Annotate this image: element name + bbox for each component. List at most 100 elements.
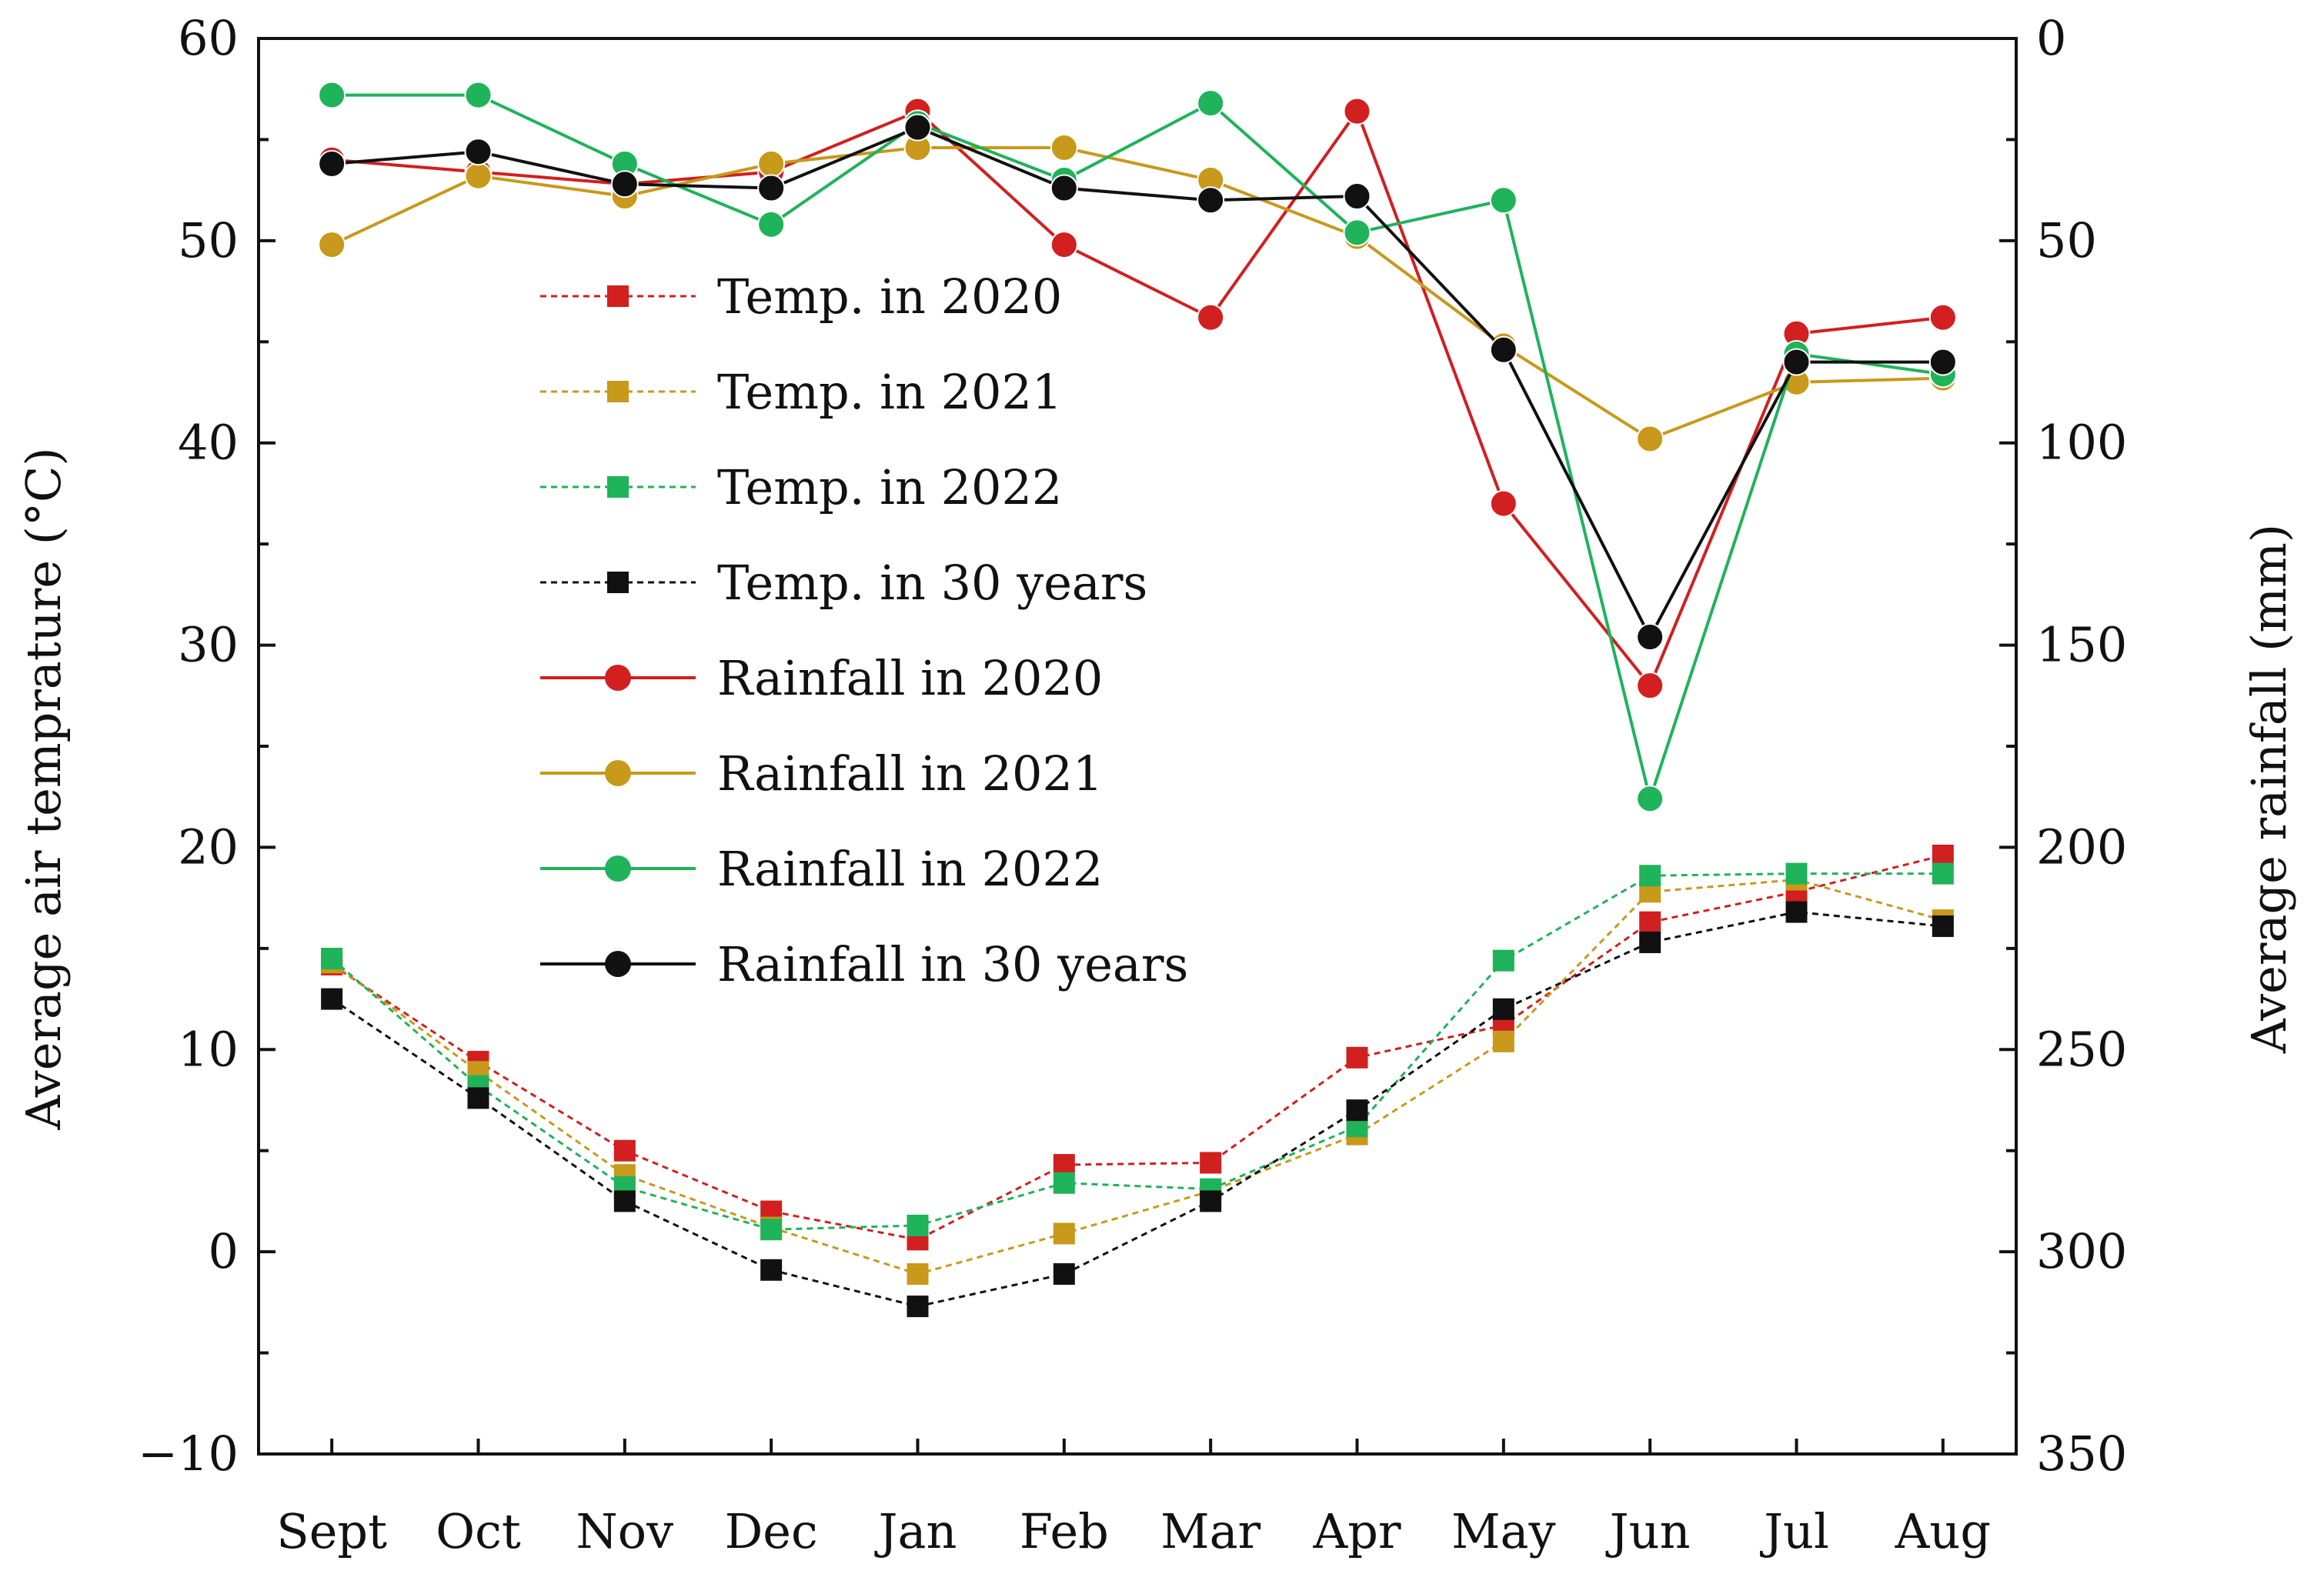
series-temp-in-30-years [321, 901, 1954, 1318]
legend-label: Temp. in 30 years [717, 555, 1147, 611]
data-point [1343, 182, 1371, 211]
data-point [1197, 186, 1225, 215]
data-point [464, 138, 493, 166]
plot-border [257, 37, 2018, 1456]
left-tick-label: 20 [178, 819, 239, 875]
data-point [1782, 348, 1811, 376]
legend-item: Temp. in 2021 [540, 364, 1062, 420]
data-point [1343, 218, 1371, 247]
legend-item: Temp. in 2020 [540, 268, 1062, 325]
data-point [318, 231, 346, 259]
data-point [467, 1087, 489, 1109]
data-point [757, 174, 786, 202]
right-tick-label: 150 [2036, 617, 2127, 673]
series-line [332, 93, 1944, 801]
legend-label: Temp. in 2022 [717, 459, 1062, 515]
legend-label: Temp. in 2021 [717, 364, 1062, 420]
left-tick-label: 60 [178, 10, 239, 66]
data-point [907, 1214, 929, 1236]
series-temp-in-2020 [321, 844, 1954, 1251]
data-point [1053, 1222, 1075, 1245]
x-tick-label: Jan [874, 1503, 957, 1559]
x-axis: Sept Oct Nov Dec Jan Feb Mar Apr May Jun Jul Aug [276, 1439, 1991, 1559]
data-point [1053, 1263, 1075, 1286]
series-line [331, 911, 1943, 1308]
data-point [1489, 335, 1518, 364]
data-point [1932, 844, 1954, 866]
x-tick-label: Aug [1895, 1503, 1991, 1559]
data-point [1197, 89, 1225, 118]
legend-item: Temp. in 30 years [540, 555, 1147, 611]
legend-label: Temp. in 2020 [717, 268, 1062, 325]
legend-label: Rainfall in 2021 [717, 745, 1103, 802]
legend-item: Rainfall in 2022 [540, 841, 1103, 897]
data-point [464, 81, 493, 109]
right-tick-label: 300 [2036, 1223, 2127, 1279]
x-tick-label: Jun [1605, 1503, 1691, 1559]
series-line [331, 145, 1943, 441]
right-tick-label: 350 [2036, 1426, 2127, 1482]
data-point [1346, 1046, 1368, 1069]
legend-item: Rainfall in 2021 [540, 745, 1103, 802]
data-point [1050, 133, 1078, 162]
legend-marker [607, 381, 629, 402]
legend-marker [607, 476, 629, 498]
legend-label: Rainfall in 30 years [717, 936, 1188, 992]
data-point [1346, 1099, 1368, 1122]
series-line [331, 878, 1944, 1276]
data-point [318, 149, 346, 178]
x-tick-label: Nov [576, 1503, 674, 1559]
legend-item: Rainfall in 2020 [540, 650, 1103, 706]
y-right-axis-title: Average rainfall (mm) [2241, 524, 2297, 1054]
data-point [1639, 865, 1661, 887]
data-point [1928, 303, 1957, 332]
right-tick-label: 250 [2036, 1021, 2127, 1077]
legend: Temp. in 2020 Temp. in 2021 Temp. in 2022 T… [540, 268, 1188, 992]
data-point [1636, 425, 1665, 453]
data-point [1639, 911, 1661, 933]
series-layer [318, 81, 1957, 1318]
x-tick-label: Feb [1020, 1503, 1109, 1559]
legend-label: Rainfall in 2022 [717, 841, 1103, 897]
data-point [1197, 303, 1225, 332]
data-point [1053, 1154, 1075, 1176]
x-tick-label: Oct [436, 1503, 521, 1559]
data-point [1932, 915, 1954, 937]
data-point [1636, 623, 1665, 652]
series-line [331, 872, 1943, 1231]
x-tick-label: May [1451, 1503, 1555, 1559]
x-tick-label: Jul [1759, 1503, 1829, 1559]
data-point [1785, 862, 1808, 885]
data-point [907, 1263, 929, 1286]
y-left-axis-title: Average air temprature (°C) [15, 447, 72, 1130]
left-tick-label: 40 [178, 415, 239, 471]
data-point [1492, 1030, 1514, 1052]
data-point [757, 149, 786, 178]
data-point [907, 1296, 929, 1318]
series-temp-in-2022 [321, 862, 1954, 1241]
left-axis: 60 50 40 30 20 10 0 −10 [138, 10, 275, 1482]
left-tick-label: −10 [138, 1426, 239, 1482]
data-point [760, 1259, 783, 1281]
data-point [1636, 785, 1665, 813]
data-point [321, 948, 343, 969]
data-point [1932, 862, 1954, 885]
data-point [1785, 901, 1808, 923]
data-point [1050, 174, 1078, 202]
data-point [318, 81, 346, 109]
right-axis: 0 50 100 150 200 250 300 350 [1999, 10, 2127, 1482]
right-tick-label: 50 [2036, 212, 2097, 268]
series-line [332, 125, 1943, 639]
right-tick-label: 100 [2036, 415, 2127, 471]
series-rainfall-in-2021 [318, 133, 1957, 453]
data-point [1492, 949, 1514, 972]
plot-area [257, 37, 2018, 1456]
legend-item: Rainfall in 30 years [540, 936, 1188, 992]
legend-marker [605, 855, 631, 882]
x-tick-label: Apr [1312, 1503, 1401, 1559]
left-tick-label: 50 [178, 212, 239, 268]
data-point [1343, 97, 1371, 125]
data-point [464, 162, 493, 190]
data-point [1053, 1172, 1075, 1194]
